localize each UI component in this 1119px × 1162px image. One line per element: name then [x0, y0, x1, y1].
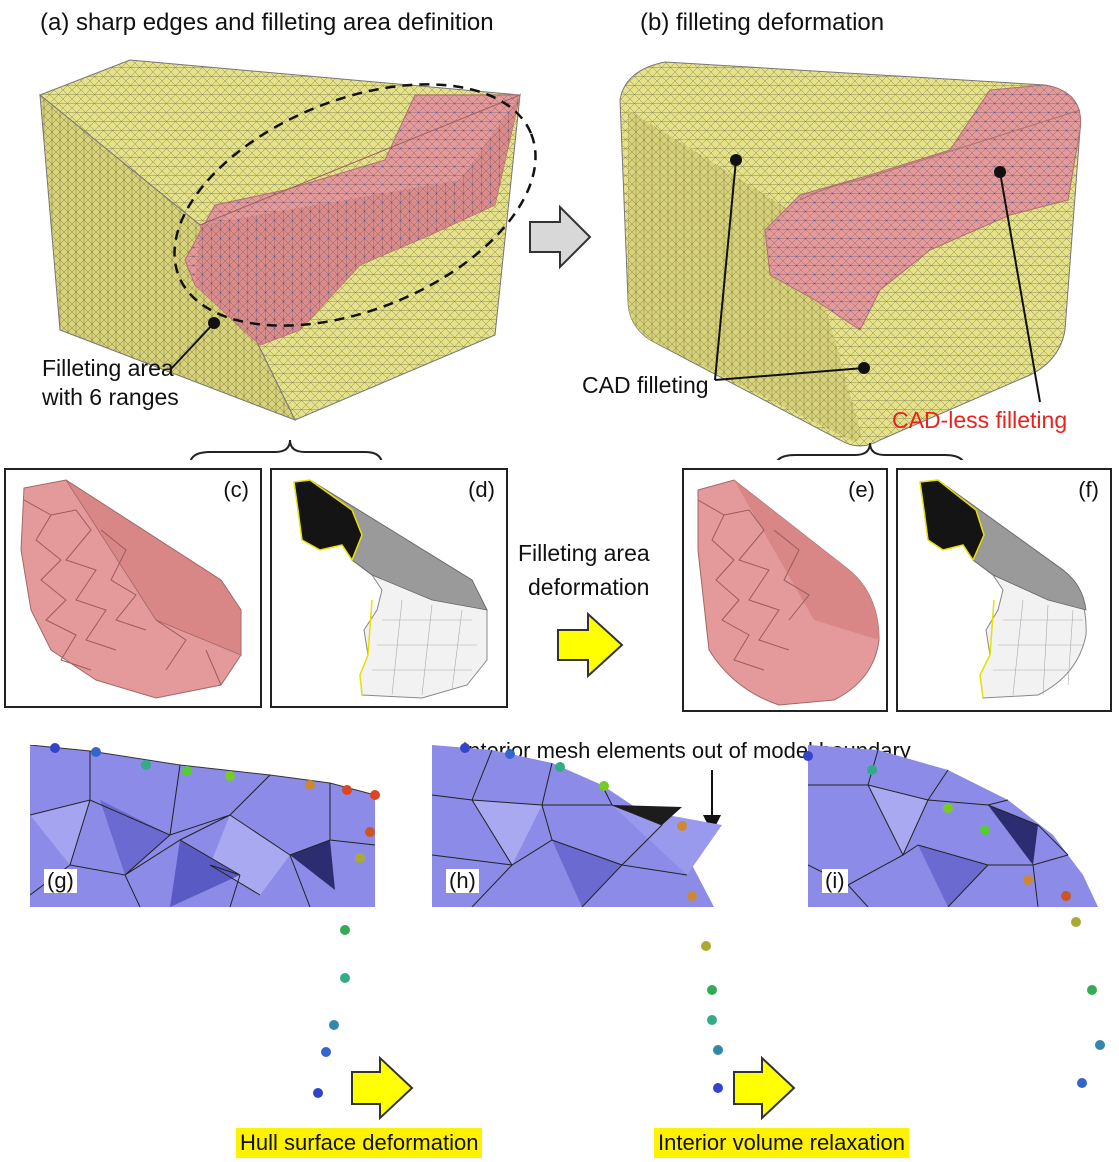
filleting-area-label-line2: with 6 ranges [42, 384, 179, 410]
panel-label-e: (e) [845, 478, 878, 502]
panel-h-drawing [432, 745, 722, 907]
panel-i-tet-mesh: (i) [808, 745, 1113, 907]
filleting-area-label-line1: Filleting area [42, 355, 174, 381]
panel-label-c: (c) [220, 478, 252, 502]
panel-e-drawing [697, 479, 880, 706]
hull-surface-deformation-label: Hull surface deformation [236, 1128, 483, 1158]
panel-b-filleted-box [0, 0, 1119, 460]
panel-c-drawing [20, 479, 242, 699]
panel-a-mesh-box [0, 0, 1119, 460]
panel-f-shell-filleted: (f) [896, 468, 1112, 712]
filleting-area-deformation-line1: Filleting area [518, 540, 650, 566]
panel-f-drawing [919, 479, 1087, 699]
panel-label-i: (i) [822, 869, 848, 893]
panel-d-shell-fillet-area: (d) [270, 468, 508, 708]
cad-less-filleting-label: CAD-less filleting [892, 407, 1068, 433]
panel-b-drawing [619, 61, 1082, 460]
panel-label-f: (f) [1075, 478, 1102, 502]
panel-e-solid-filleted: (e) [682, 468, 888, 712]
panel-i-drawing [808, 745, 1098, 907]
panel-label-d: (d) [465, 478, 498, 502]
panel-a-drawing [39, 59, 537, 460]
panel-c-solid-fillet-area: (c) [4, 468, 262, 708]
title-panel-b: (b) filleting deformation [640, 9, 885, 36]
panel-d-drawing [293, 479, 488, 699]
interior-volume-relaxation-label: Interior volume relaxation [654, 1128, 910, 1158]
yellow-arrow-icon-hi [733, 1055, 796, 1121]
panel-g-tet-mesh: (g) [30, 745, 378, 907]
panel-label-g: (g) [44, 869, 77, 893]
filleting-area-deformation-line2: deformation [528, 574, 650, 600]
cad-filleting-label: CAD filleting [582, 372, 709, 398]
panel-label-h: (h) [446, 869, 479, 893]
title-panel-a: (a) sharp edges and filleting area defin… [40, 9, 494, 36]
panel-g-drawing [30, 745, 376, 907]
panel-h-tet-mesh: (h) [432, 745, 732, 907]
yellow-arrow-icon-gh [351, 1055, 414, 1121]
